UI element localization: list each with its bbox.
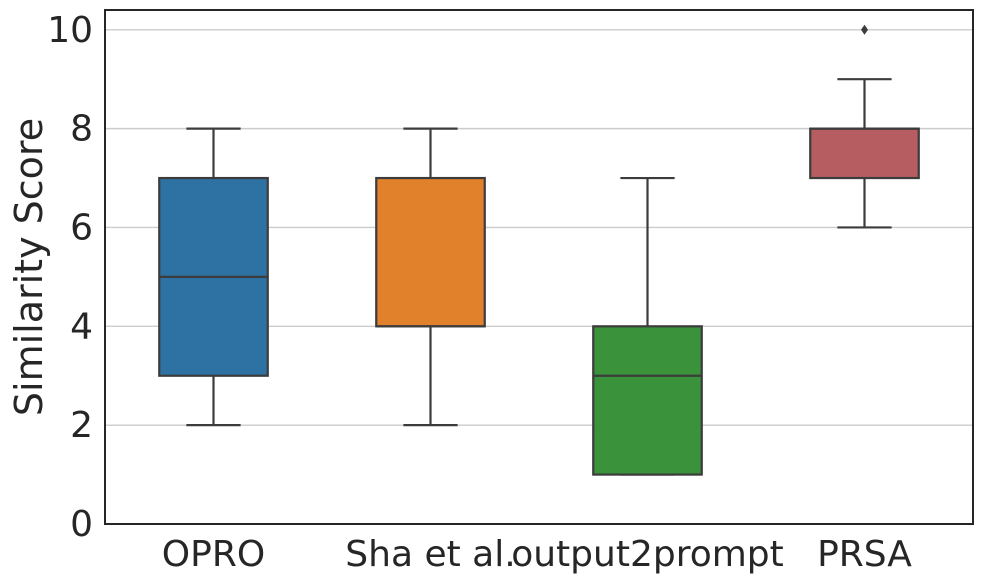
y-axis-label: Similarity Score <box>7 118 51 416</box>
x-tick-label: PRSA <box>817 534 912 575</box>
box-1 <box>158 127 269 427</box>
box-body <box>592 325 703 476</box>
y-tick-label: 8 <box>70 109 93 150</box>
y-tick-label: 0 <box>70 504 93 545</box>
outlier-point <box>861 24 868 35</box>
y-tick-label: 4 <box>70 306 93 347</box>
x-tick-labels: OPRO Sha et al.output2prompt PRSA <box>162 534 913 575</box>
box-4 <box>809 24 920 229</box>
box-2 <box>375 127 486 427</box>
y-tick-labels: 0 2 4 6 8 10 <box>47 10 93 545</box>
y-tick-label: 2 <box>70 405 93 446</box>
x-tick-label: Sha et al. <box>345 534 515 575</box>
y-tick-label: 10 <box>47 10 93 51</box>
box-body <box>375 176 486 328</box>
y-tick-label: 6 <box>70 207 93 248</box>
box-body <box>809 127 920 180</box>
x-tick-label: OPRO <box>162 534 265 575</box>
plot-frame <box>104 9 974 525</box>
x-tick-label: output2prompt <box>511 534 784 575</box>
box-series <box>158 24 920 476</box>
box-3 <box>592 176 703 476</box>
